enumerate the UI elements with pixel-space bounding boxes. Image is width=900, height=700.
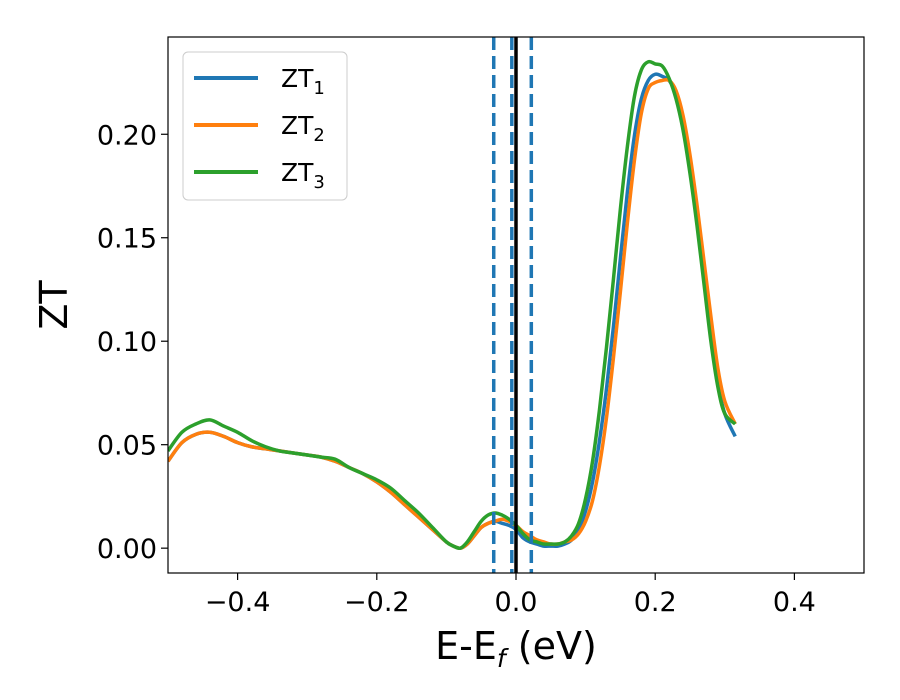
x-tick-label: −0.2: [344, 587, 410, 618]
legend-label-zt1: ZT1: [281, 64, 325, 99]
y-tick-label: 0.15: [97, 224, 157, 255]
x-axis-title-main: E-E: [435, 624, 497, 668]
y-tick-label: 0.00: [97, 534, 157, 565]
legend-label-zt3: ZT3: [281, 158, 325, 193]
legend-label-zt2: ZT2: [281, 111, 325, 146]
legend-box: [182, 51, 348, 201]
x-tick-label: 0.0: [495, 587, 538, 618]
y-tick-label: 0.20: [97, 120, 157, 151]
x-axis-title-unit: (eV): [506, 624, 597, 668]
y-axis-title: ZT: [32, 280, 76, 330]
y-axis: 0.00 0.05 0.10 0.15 0.20: [97, 120, 168, 565]
series-layer: [168, 59, 737, 551]
legend: ZT1 ZT2 ZT3: [182, 51, 348, 201]
y-tick-label: 0.10: [97, 327, 157, 358]
series-line-zt3: [168, 59, 737, 551]
reference-lines-layer: [491, 37, 534, 573]
x-axis-title: E-Ef (eV): [435, 624, 597, 673]
x-tick-label: 0.4: [773, 587, 816, 618]
x-tick-label: −0.4: [205, 587, 271, 618]
x-tick-label: 0.2: [634, 587, 677, 618]
y-tick-label: 0.05: [97, 431, 157, 462]
x-axis: −0.4 −0.2 0.0 0.2 0.4: [205, 573, 816, 618]
